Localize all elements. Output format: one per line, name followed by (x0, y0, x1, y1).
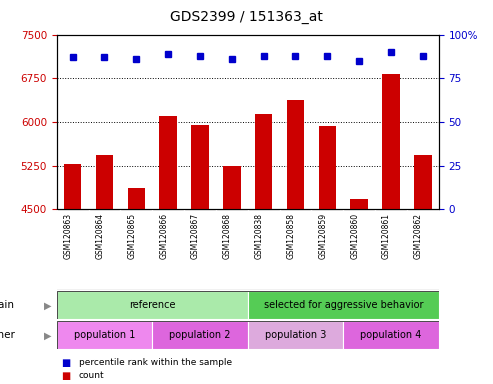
Bar (57, 291, 247, 319)
Text: ▶: ▶ (44, 330, 52, 341)
Bar (57, 321, 152, 349)
Text: population 1: population 1 (74, 330, 135, 341)
Bar (247, 321, 343, 349)
Bar (382, 74, 400, 209)
Bar (247, 291, 439, 319)
Text: GSM120863: GSM120863 (64, 214, 72, 260)
Text: population 3: population 3 (265, 330, 326, 341)
Text: GSM120868: GSM120868 (223, 214, 232, 259)
Bar (255, 114, 273, 209)
Text: reference: reference (129, 300, 176, 311)
Text: percentile rank within the sample: percentile rank within the sample (79, 358, 232, 367)
Text: population 2: population 2 (169, 330, 231, 341)
Text: GSM120838: GSM120838 (255, 214, 264, 259)
Text: GSM120860: GSM120860 (350, 214, 359, 260)
Text: count: count (79, 371, 105, 380)
Text: GSM120858: GSM120858 (286, 214, 295, 259)
Bar (64, 164, 81, 209)
Bar (343, 321, 439, 349)
Bar (318, 126, 336, 209)
Text: GSM120865: GSM120865 (127, 214, 136, 260)
Bar (128, 188, 145, 209)
Text: selected for aggressive behavior: selected for aggressive behavior (263, 300, 423, 311)
Text: ■: ■ (62, 358, 71, 368)
Text: GDS2399 / 151363_at: GDS2399 / 151363_at (170, 10, 323, 23)
Text: GSM120859: GSM120859 (318, 214, 327, 260)
Text: GSM120867: GSM120867 (191, 214, 200, 260)
Text: GSM120862: GSM120862 (414, 214, 423, 259)
Text: population 4: population 4 (360, 330, 422, 341)
Text: ▶: ▶ (44, 300, 52, 311)
Bar (96, 155, 113, 209)
Bar (191, 126, 209, 209)
Text: GSM120864: GSM120864 (96, 214, 105, 260)
Bar (414, 155, 431, 209)
Text: GSM120866: GSM120866 (159, 214, 168, 260)
Text: other: other (0, 330, 15, 341)
Bar (152, 321, 247, 349)
Bar (223, 166, 241, 209)
Text: ■: ■ (62, 371, 71, 381)
Bar (159, 116, 177, 209)
Bar (287, 100, 304, 209)
Bar (351, 199, 368, 209)
Text: GSM120861: GSM120861 (382, 214, 391, 259)
Text: strain: strain (0, 300, 15, 311)
